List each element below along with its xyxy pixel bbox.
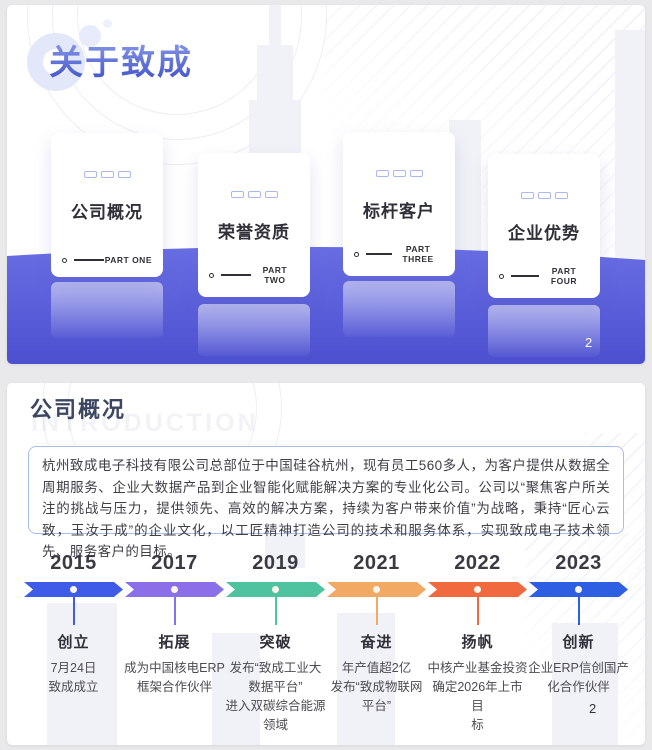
card-company-overview[interactable]: 公司概况 PART ONE	[51, 133, 163, 277]
timeline-year: 2019	[252, 552, 299, 574]
building-silhouette	[47, 603, 117, 745]
line-icon	[220, 274, 251, 276]
timeline-arrow-icon	[125, 582, 224, 597]
intro-paragraph: 杭州致成电子科技有限公司总部位于中国硅谷杭州，现有员工560多人，为客户提供从数…	[42, 458, 610, 560]
timeline-item-2023: 2023 创新 企业ERP信创国产 化合作伙伴	[528, 552, 629, 735]
timeline-stem	[577, 597, 580, 625]
line-icon	[74, 259, 104, 261]
card-footer: PART THREE	[354, 244, 444, 264]
card-benchmark-customers[interactable]: 标杆客户 PART THREE	[343, 132, 455, 276]
card-title: 公司概况	[71, 203, 143, 222]
card-reflection	[51, 282, 163, 338]
timeline: 2015 创立 7月24日 致成成立 2017 拓展 成为中国核电ERP 框架合…	[23, 552, 629, 735]
card-honors[interactable]: 荣誉资质 PART TWO	[198, 153, 310, 297]
building-silhouette	[257, 45, 293, 105]
timeline-stem	[274, 597, 277, 625]
timeline-dot-icon	[373, 586, 380, 593]
circle-ring-decoration	[27, 33, 85, 91]
timeline-stem	[72, 597, 75, 625]
card-footer: PART ONE	[62, 255, 152, 265]
watermark-text: INTRODUCTION	[31, 409, 259, 437]
part-label: PART TWO	[262, 265, 288, 285]
circle-icon	[62, 257, 67, 263]
slide-company-overview: INTRODUCTION 公司概况 杭州致成电子科技有限公司总部位于中国硅谷杭州…	[7, 383, 645, 745]
triple-dash-icon	[198, 191, 310, 198]
card-footer: PART FOUR	[499, 266, 589, 286]
timeline-arrow-icon	[24, 582, 123, 597]
timeline-dot-icon	[474, 586, 481, 593]
intro-box: 杭州致成电子科技有限公司总部位于中国硅谷杭州，现有员工560多人，为客户提供从数…	[28, 446, 624, 559]
wave-graphic	[7, 246, 645, 364]
building-silhouette	[552, 623, 618, 745]
card-footer: PART TWO	[209, 265, 299, 285]
circle-icon	[354, 251, 359, 257]
timeline-year: 2023	[555, 552, 602, 574]
triple-dash-icon	[51, 171, 163, 178]
slide-about: 关于致成 公司概况 PART ONE 荣誉资质 PART TWO 标杆客户	[7, 5, 645, 364]
triple-dash-icon	[343, 170, 455, 177]
timeline-year: 2017	[151, 552, 198, 574]
timeline-arrow-icon	[327, 582, 426, 597]
card-title: 标杆客户	[363, 202, 435, 221]
timeline-label: 突破	[259, 634, 292, 651]
timeline-item-2017: 2017 拓展 成为中国核电ERP 框架合作伙伴	[124, 552, 225, 735]
timeline-year: 2022	[454, 552, 501, 574]
card-reflection	[488, 305, 600, 357]
timeline-arrow-icon	[529, 582, 628, 597]
timeline-desc: 中核产业基金投资 确定2026年上市目 标	[427, 661, 528, 732]
timeline-stem	[476, 597, 479, 625]
slide-title: 公司概况	[30, 397, 127, 422]
building-silhouette	[615, 30, 645, 260]
timeline-stem	[173, 597, 176, 625]
timeline-dot-icon	[70, 586, 77, 593]
timeline-item-2021: 2021 奋进 年产值超2亿 发布“致成物联网 平台”	[326, 552, 427, 735]
building-silhouette	[337, 613, 395, 745]
timeline-dot-icon	[575, 586, 582, 593]
line-icon	[510, 275, 539, 277]
timeline-label: 创新	[562, 634, 595, 651]
circle-dot-decoration	[103, 19, 112, 28]
part-label: PART ONE	[104, 255, 152, 265]
building-silhouette	[212, 633, 260, 745]
timeline-arrow-icon	[428, 582, 527, 597]
timeline-label: 创立	[57, 634, 90, 651]
timeline-label: 奋进	[360, 634, 393, 651]
timeline-desc: 企业ERP信创国产 化合作伙伴	[528, 661, 629, 694]
timeline-item-2015: 2015 创立 7月24日 致成成立	[23, 552, 124, 735]
timeline-arrow-icon	[226, 582, 325, 597]
card-title: 企业优势	[508, 224, 580, 243]
circle-icon	[499, 273, 504, 279]
timeline-desc: 年产值超2亿 发布“致成物联网 平台”	[330, 661, 423, 713]
timeline-desc: 7月24日 致成成立	[48, 661, 99, 694]
card-title: 荣誉资质	[218, 223, 290, 242]
timeline-dot-icon	[171, 586, 178, 593]
circle-icon	[209, 272, 214, 278]
timeline-desc: 成为中国核电ERP 框架合作伙伴	[124, 661, 225, 694]
timeline-label: 扬帆	[461, 634, 494, 651]
card-enterprise-advantages[interactable]: 企业优势 PART FOUR	[488, 154, 600, 298]
timeline-stem	[375, 597, 378, 625]
timeline-year: 2021	[353, 552, 400, 574]
timeline-item-2019: 2019 突破 发布“致成工业大 数据平台” 进入双碳综合能源 领域	[225, 552, 326, 735]
circle-dot-decoration	[79, 25, 101, 47]
page-number: 2	[585, 335, 593, 350]
triple-dash-icon	[488, 192, 600, 199]
card-reflection	[343, 281, 455, 337]
card-reflection	[198, 304, 310, 356]
timeline-desc: 发布“致成工业大 数据平台” 进入双碳综合能源 领域	[225, 661, 326, 732]
line-icon	[365, 253, 393, 255]
timeline-dot-icon	[272, 586, 279, 593]
part-label: PART FOUR	[550, 266, 577, 286]
slide-title: 关于致成	[49, 35, 193, 84]
timeline-item-2022: 2022 扬帆 中核产业基金投资 确定2026年上市目 标	[427, 552, 528, 735]
page-number: 2	[589, 701, 597, 716]
part-label: PART THREE	[402, 244, 434, 264]
timeline-label: 拓展	[158, 634, 191, 651]
timeline-year: 2015	[50, 552, 97, 574]
